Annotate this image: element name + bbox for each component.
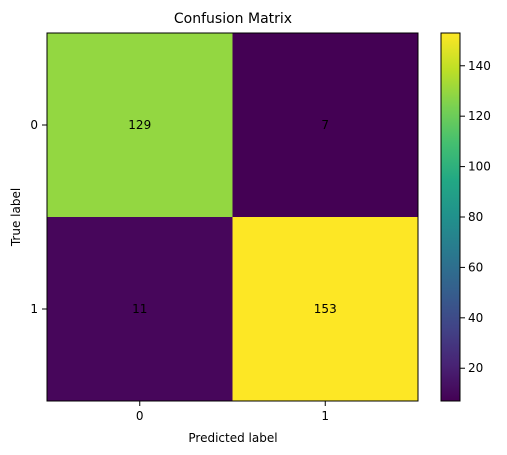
matrix-cell xyxy=(232,217,418,401)
colorbar xyxy=(440,32,461,402)
colorbar-tick-label: 80 xyxy=(468,210,483,224)
colorbar-tick-label: 40 xyxy=(468,311,483,325)
colorbar-axis: 20 40 60 80 100 120 140 xyxy=(460,59,491,375)
y-axis: 01 xyxy=(30,118,47,316)
matrix-cell xyxy=(47,33,233,217)
colorbar-tick-label: 100 xyxy=(468,160,491,174)
x-tick-label: 0 xyxy=(136,409,144,423)
x-axis-label: Predicted label xyxy=(188,431,277,445)
cell-value-label: 11 xyxy=(132,302,147,316)
colorbar-tick-label: 120 xyxy=(468,109,491,123)
cell-value-label: 153 xyxy=(314,302,337,316)
matrix-frame xyxy=(46,32,419,402)
colorbar-tick-label: 140 xyxy=(468,59,491,73)
x-tick-label: 1 xyxy=(321,409,329,423)
chart-title: Confusion Matrix xyxy=(174,11,292,27)
y-tick-label: 0 xyxy=(30,118,38,132)
matrix-cell xyxy=(232,33,418,217)
cell-value-label: 7 xyxy=(321,118,329,132)
matrix-cell xyxy=(47,217,233,401)
y-tick-label: 1 xyxy=(30,302,38,316)
y-axis-label: True label xyxy=(9,188,23,247)
matrix-cells: 129 7 11 153 xyxy=(47,33,418,401)
colorbar-tick-label: 60 xyxy=(468,260,483,274)
cell-value-label: 129 xyxy=(128,118,151,132)
colorbar-tick-label: 20 xyxy=(468,361,483,375)
